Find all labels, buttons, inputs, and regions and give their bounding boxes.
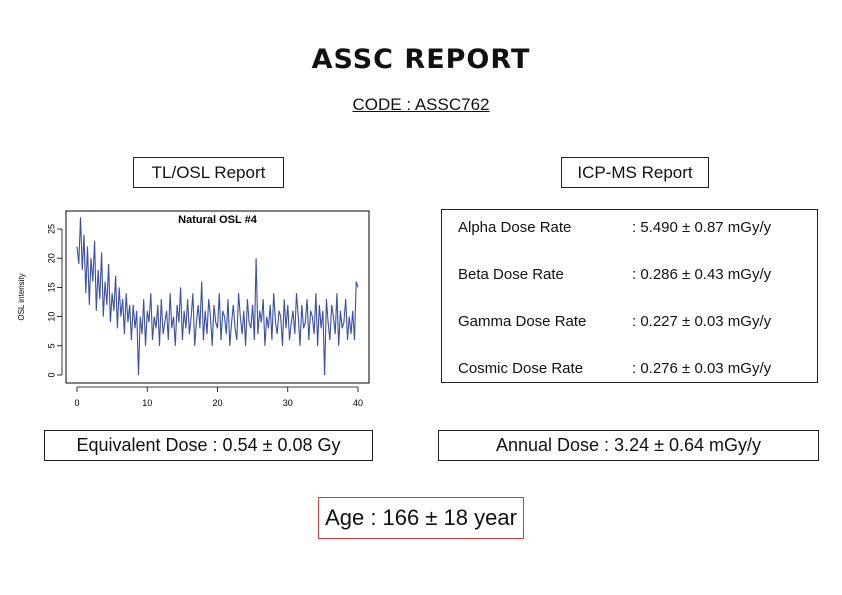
y-tick-label: 25 <box>46 224 56 234</box>
y-axis-label: OSL intensity <box>17 273 26 320</box>
osl-chart: Natural OSL #4 0 10 20 30 40 0 5 10 15 20 25 OSL int… <box>17 210 370 408</box>
equivalent-dose-box: Equivalent Dose : 0.54 ± 0.08 Gy <box>44 430 373 461</box>
dose-rate-value: : 0.227 ± 0.03 mGy/y <box>632 313 772 330</box>
dose-rate-label: Cosmic Dose Rate <box>458 360 584 377</box>
dose-rate-value: : 5.490 ± 0.87 mGy/y <box>632 219 772 236</box>
icpms-report-heading: ICP-MS Report <box>561 157 709 188</box>
dose-rate-value: : 0.276 ± 0.03 mGy/y <box>632 360 772 377</box>
report-code: CODE : ASSC762 <box>0 95 842 115</box>
x-tick-label: 20 <box>212 398 222 408</box>
dose-rate-label: Beta Dose Rate <box>458 266 564 283</box>
dose-rate-value: : 0.286 ± 0.43 mGy/y <box>632 266 772 283</box>
tlosl-report-heading: TL/OSL Report <box>133 157 284 188</box>
age-result-box: Age : 166 ± 18 year <box>318 497 524 539</box>
x-tick-label: 30 <box>283 398 293 408</box>
x-tick-label: 10 <box>142 398 152 408</box>
y-tick-label: 15 <box>46 282 56 292</box>
dose-rate-table: Alpha Dose Rate : 5.490 ± 0.87 mGy/y Bet… <box>441 209 818 383</box>
osl-series-line <box>76 217 359 376</box>
report-title: ASSC REPORT <box>311 44 531 75</box>
plot-frame <box>65 210 370 384</box>
dose-rate-label: Alpha Dose Rate <box>458 219 572 236</box>
y-tick-label: 10 <box>46 312 56 322</box>
chart-title: Natural OSL #4 <box>178 214 258 226</box>
y-tick-label: 0 <box>46 372 56 377</box>
x-tick-label: 0 <box>74 398 79 408</box>
dose-rate-label: Gamma Dose Rate <box>458 313 587 330</box>
y-tick-label: 5 <box>46 343 56 348</box>
x-tick-label: 40 <box>353 398 363 408</box>
report-code-text: CODE : ASSC762 <box>352 95 490 114</box>
y-tick-label: 20 <box>46 253 56 263</box>
annual-dose-box: Annual Dose : 3.24 ± 0.64 mGy/y <box>438 430 819 461</box>
